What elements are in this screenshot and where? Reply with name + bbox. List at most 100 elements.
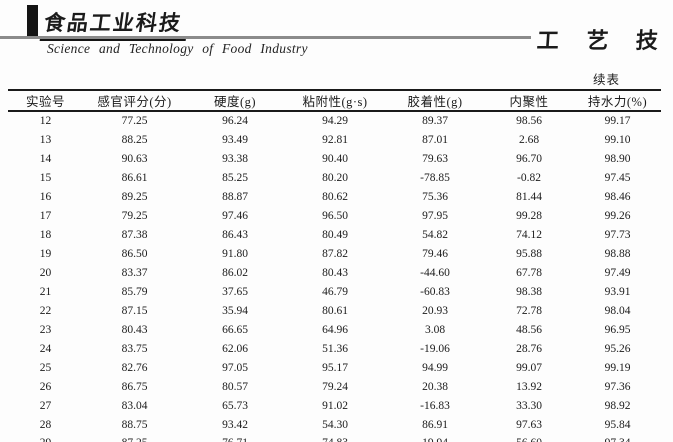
table-cell: 99.28	[516, 209, 542, 222]
table-cell: 26	[39, 380, 52, 393]
table-cell: 35.94	[222, 304, 248, 317]
column-header: 感官评分(分)	[83, 90, 186, 112]
table-row: 14 90.63 93.38 90.40 79.63 96.70 98.90	[8, 149, 661, 168]
column-header: 胶着性(g)	[386, 90, 484, 112]
table-cell: 93.49	[222, 133, 248, 146]
table-cell: 20.93	[422, 304, 448, 317]
column-header: 实验号	[8, 90, 83, 112]
table-cell: 93.38	[222, 152, 248, 165]
table-cell: 87.01	[422, 133, 448, 146]
table-cell: 19.94	[386, 434, 484, 442]
table-cell: 51.36	[322, 342, 348, 355]
table-cell: 96.50	[322, 209, 348, 222]
table-row: 2987.2576.7174.8319.9456.6097.34	[8, 434, 661, 442]
table-row: 19 86.50 91.80 87.82 79.46 95.88 98.88	[8, 244, 661, 263]
table-row: 22 87.15 35.94 80.61 20.93 72.78 98.04	[8, 301, 661, 320]
table-cell: -19.06	[420, 342, 450, 355]
table-cell: 74.83	[284, 434, 386, 442]
table-row: 28 88.75 93.42 54.30 86.91 97.63 95.84	[8, 415, 661, 434]
table-cell: -16.83	[420, 399, 450, 412]
section-title: 工 艺 技 术	[536, 28, 673, 53]
table-cell: 80.61	[322, 304, 348, 317]
results-table: 实验号 感官评分(分) 硬度(g) 粘附性(g·s) 胶着性(g) 内聚性 持水力(%) 1…	[8, 89, 661, 442]
table-cell: -60.83	[420, 285, 450, 298]
table-cell: 12	[39, 115, 52, 127]
table-cell: 97.36	[604, 380, 631, 393]
table-cell: 82.76	[121, 361, 148, 374]
table-cell: 88.87	[222, 190, 248, 203]
table-cell: 94.99	[422, 361, 448, 374]
table-cell: 97.73	[604, 228, 631, 241]
table-cell: 77.25	[121, 115, 148, 127]
table-row: 25 82.76 97.05 95.17 94.99 99.07 99.19	[8, 358, 661, 377]
table-cell: 66.65	[222, 323, 248, 336]
table-row: 26 86.75 80.57 79.24 20.38 13.92 97.36	[8, 377, 661, 396]
table-cell: 72.78	[516, 304, 542, 317]
table-cell: 97.46	[222, 209, 248, 222]
table-cell: 14	[39, 152, 52, 165]
table-cell: 33.30	[516, 399, 542, 412]
table-cell: 98.88	[604, 247, 631, 260]
table-cell: 93.91	[604, 285, 631, 298]
table-cell: 87.82	[322, 247, 348, 260]
table-cell: 88.25	[121, 133, 148, 146]
table-cell: 64.96	[322, 323, 348, 336]
table-cell: 99.10	[604, 133, 631, 146]
table-cell: 80.62	[322, 190, 348, 203]
table-cell: 86.91	[422, 418, 448, 431]
table-cell: 93.42	[222, 418, 248, 431]
table-cell: 87.15	[121, 304, 148, 317]
table-cell: 19	[39, 247, 52, 260]
table-cell: 91.80	[222, 247, 248, 260]
table-cell: 87.38	[121, 228, 148, 241]
results-table-body: 12 77.25 96.24 94.29 89.37 98.56 99.17 13 88.25 9…	[8, 111, 661, 442]
table-cell: 79.46	[422, 247, 448, 260]
table-cell: 80.20	[322, 171, 348, 184]
table-cell: 17	[39, 209, 52, 222]
table-cell: 90.63	[121, 152, 148, 165]
table-row: 24 83.75 62.06 51.36 -19.06 28.76 95.26	[8, 339, 661, 358]
table-cell: 28	[39, 418, 52, 431]
table-cell: 96.70	[516, 152, 542, 165]
table-cell: 95.26	[604, 342, 631, 355]
table-cell: 86.02	[222, 266, 248, 279]
table-cell: 54.30	[322, 418, 348, 431]
table-cell: 86.50	[121, 247, 148, 260]
table-cell: 24	[39, 342, 52, 355]
table-row: 17 79.25 97.46 96.50 97.95 99.28 99.26	[8, 206, 661, 225]
table-cell: 29	[8, 434, 83, 442]
table-cell: 94.29	[322, 115, 348, 127]
table-cell: 98.38	[516, 285, 542, 298]
table-cell: 21	[39, 285, 52, 298]
journal-name-english: Science and Technology of Food Industry	[47, 41, 308, 56]
table-cell: 20	[39, 266, 52, 279]
column-header: 粘附性(g·s)	[284, 90, 386, 112]
table-cell: 98.46	[604, 190, 631, 203]
table-cell: 89.25	[121, 190, 148, 203]
column-header: 内聚性	[484, 90, 574, 112]
table-cell: -78.85	[420, 171, 450, 184]
table-cell: 79.24	[322, 380, 348, 393]
table-cell: 18	[39, 228, 52, 241]
table-cell: 97.49	[604, 266, 631, 279]
table-cell: 2.68	[518, 133, 540, 146]
table-cell: 23	[39, 323, 52, 336]
table-row: 13 88.25 93.49 92.81 87.01 2.68 99.10	[8, 130, 661, 149]
table-cell: 83.37	[121, 266, 148, 279]
table-cell: 98.92	[604, 399, 631, 412]
table-cell: 99.19	[604, 361, 631, 374]
table-cell: 85.25	[222, 171, 248, 184]
table-cell: 80.43	[121, 323, 148, 336]
table-cell: 83.04	[121, 399, 148, 412]
table-cell: 16	[39, 190, 52, 203]
table-cell: -44.60	[420, 266, 450, 279]
table-cell: 27	[39, 399, 52, 412]
table-cell: 97.05	[222, 361, 248, 374]
table-cell: 86.61	[121, 171, 148, 184]
table-cell: 98.04	[604, 304, 631, 317]
table-row: 12 77.25 96.24 94.29 89.37 98.56 99.17	[8, 111, 661, 130]
table-cell: 86.75	[121, 380, 148, 393]
table-cell: 13	[39, 133, 52, 146]
table-cell: 46.79	[322, 285, 348, 298]
table-cell: 3.08	[424, 323, 446, 336]
